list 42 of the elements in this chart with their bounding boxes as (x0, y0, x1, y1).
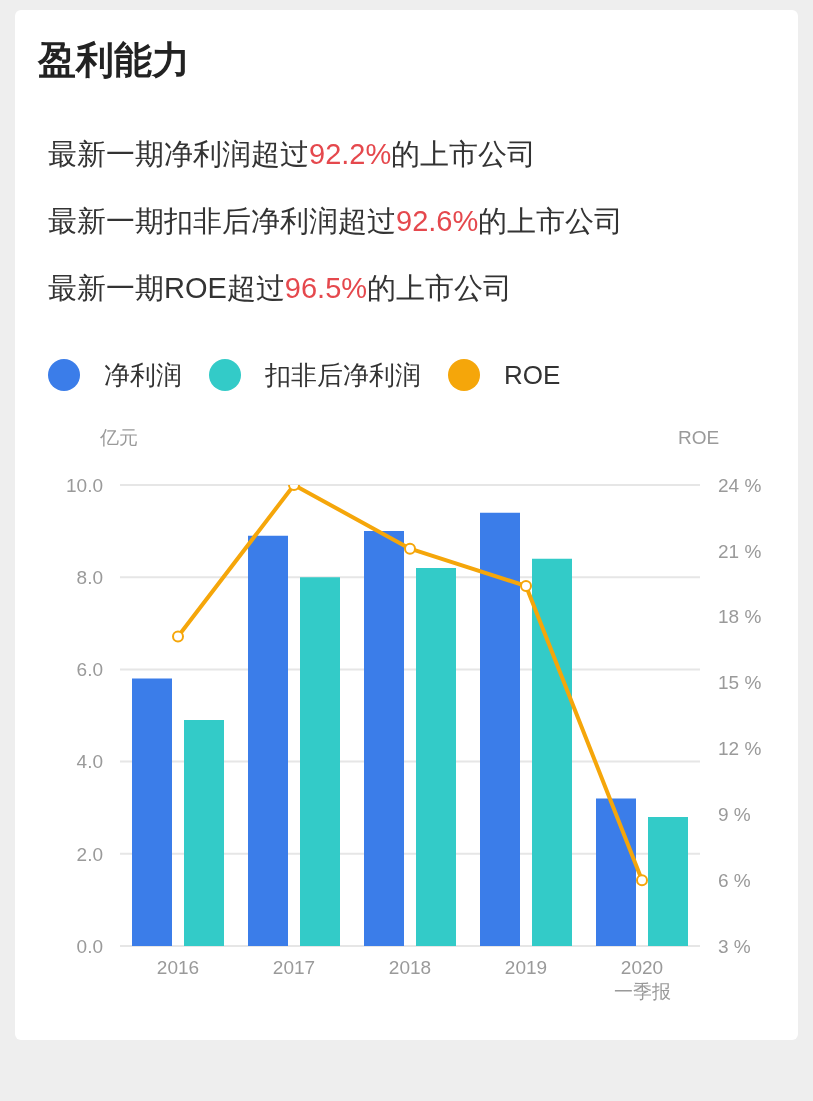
x-tick-label: 2017 (272, 957, 316, 978)
x-tick-label: 2019 (504, 957, 548, 978)
chart-title: 盈利能力 (38, 38, 190, 82)
text: 最新一期净利润超过92.2%的上市公司 (48, 138, 537, 170)
text: 最新一期扣非后净利润超过92.6%的上市公司 (48, 205, 624, 237)
bar (184, 720, 224, 946)
bar (364, 531, 404, 946)
bar (596, 798, 636, 946)
y2-tick-label: 6 % (718, 869, 751, 891)
point (636, 874, 648, 887)
y2-tick-label: 3 % (718, 935, 751, 957)
bar (132, 678, 172, 946)
y2-tick-label: 12 % (718, 738, 762, 760)
legend-label: ROE (504, 359, 561, 392)
y2-axis-title: ROE (678, 426, 720, 450)
point (172, 630, 184, 643)
legend-label: 净利润 (104, 359, 182, 392)
y-tick-label: 10.0 (66, 474, 103, 496)
bar (648, 816, 688, 946)
y2-tick-label: 18 % (718, 606, 762, 628)
y2-tick-label: 21 % (718, 540, 762, 562)
point (520, 579, 532, 592)
y-tick-label: 0.0 (76, 935, 103, 957)
text: 最新一期ROE超过96.5%的上市公司 (48, 272, 513, 304)
y-tick-label: 2.0 (76, 843, 103, 865)
y-tick-label: 4.0 (76, 751, 103, 773)
bar (300, 577, 340, 946)
bar (532, 558, 572, 946)
x-tick-label: 2016 (156, 957, 200, 978)
bar (248, 535, 288, 946)
y-axis-title: 亿元 (100, 426, 138, 450)
y-tick-label: 8.0 (76, 566, 103, 588)
y2-tick-label: 9 % (718, 804, 751, 826)
y2-tick-label: 24 % (718, 474, 762, 496)
x-tick-label: 2018 (388, 957, 432, 978)
bar (480, 512, 520, 946)
y-tick-label: 6.0 (76, 659, 103, 681)
x-tick-label: 2020 一季报 (613, 957, 671, 1002)
legend-label: 扣非后净利润 (265, 359, 421, 392)
point (404, 542, 416, 555)
bar (416, 567, 456, 946)
y2-tick-label: 15 % (718, 672, 762, 694)
